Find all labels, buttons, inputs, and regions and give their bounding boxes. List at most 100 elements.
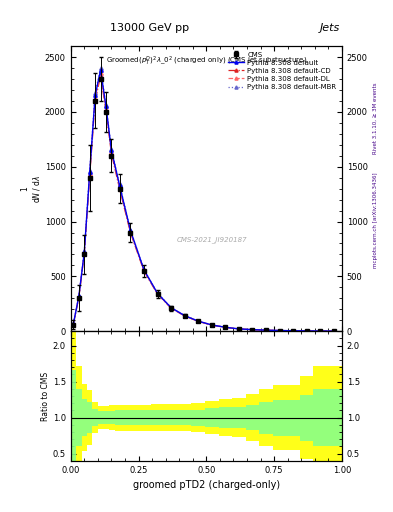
Pythia 8.308 default-MBR [117, 181, 122, 187]
Pythia 8.308 default-DL [264, 327, 268, 333]
Pythia 8.308 default [77, 293, 81, 299]
Pythia 8.308 default-DL [169, 305, 173, 311]
Pythia 8.308 default-DL [104, 105, 108, 112]
Line: Pythia 8.308 default: Pythia 8.308 default [72, 69, 336, 333]
Pythia 8.308 default [98, 67, 103, 73]
Pythia 8.308 default-MBR [98, 65, 103, 71]
Pythia 8.308 default-CD [117, 185, 122, 191]
X-axis label: groomed pTD2 (charged-only): groomed pTD2 (charged-only) [133, 480, 280, 490]
Pythia 8.308 default-DL [277, 328, 282, 334]
Pythia 8.308 default [128, 227, 133, 233]
Pythia 8.308 default [182, 312, 187, 318]
Pythia 8.308 default-CD [223, 324, 228, 330]
Pythia 8.308 default-CD [141, 268, 146, 274]
Pythia 8.308 default-MBR [318, 328, 323, 334]
Pythia 8.308 default-CD [93, 98, 97, 104]
Pythia 8.308 default [155, 290, 160, 296]
Pythia 8.308 default [104, 103, 108, 110]
Line: Pythia 8.308 default-MBR: Pythia 8.308 default-MBR [72, 66, 336, 333]
Pythia 8.308 default [82, 249, 86, 255]
Pythia 8.308 default [209, 322, 214, 328]
Pythia 8.308 default-CD [331, 328, 336, 334]
Text: 13000 GeV pp: 13000 GeV pp [110, 23, 189, 33]
Pythia 8.308 default-DL [223, 324, 228, 330]
Pythia 8.308 default-MBR [196, 318, 200, 324]
Pythia 8.308 default [93, 92, 97, 98]
Pythia 8.308 default-MBR [209, 322, 214, 328]
Pythia 8.308 default-CD [128, 229, 133, 236]
Text: Groomed$(p_T^D)^2\lambda\_0^2$ (charged only) (CMS jet substructure): Groomed$(p_T^D)^2\lambda\_0^2$ (charged … [106, 55, 307, 68]
Pythia 8.308 default [141, 267, 146, 273]
Pythia 8.308 default-DL [117, 184, 122, 190]
Pythia 8.308 default-MBR [250, 327, 255, 333]
Text: mcplots.cern.ch [arXiv:1306.3436]: mcplots.cern.ch [arXiv:1306.3436] [373, 173, 378, 268]
Pythia 8.308 default-MBR [93, 90, 97, 96]
Pythia 8.308 default [71, 321, 76, 327]
Legend: CMS, Pythia 8.308 default, Pythia 8.308 default-CD, Pythia 8.308 default-DL, Pyt: CMS, Pythia 8.308 default, Pythia 8.308 … [226, 50, 338, 92]
Y-axis label: Ratio to CMS: Ratio to CMS [41, 371, 50, 420]
Pythia 8.308 default-CD [71, 321, 76, 327]
Pythia 8.308 default-MBR [71, 321, 76, 327]
Pythia 8.308 default-MBR [291, 328, 296, 334]
Pythia 8.308 default-MBR [169, 305, 173, 311]
Pythia 8.308 default-DL [250, 327, 255, 333]
Pythia 8.308 default-CD [87, 173, 92, 179]
Pythia 8.308 default [87, 169, 92, 175]
Pythia 8.308 default [331, 328, 336, 334]
Pythia 8.308 default-DL [196, 318, 200, 324]
Pythia 8.308 default-CD [77, 294, 81, 300]
Pythia 8.308 default-CD [209, 322, 214, 328]
Pythia 8.308 default-CD [250, 327, 255, 333]
Pythia 8.308 default-DL [209, 322, 214, 328]
Pythia 8.308 default-MBR [331, 328, 336, 334]
Pythia 8.308 default-MBR [304, 328, 309, 334]
Pythia 8.308 default-CD [318, 328, 323, 334]
Pythia 8.308 default-DL [155, 291, 160, 297]
Pythia 8.308 default-CD [155, 291, 160, 297]
Pythia 8.308 default-MBR [104, 102, 108, 109]
Pythia 8.308 default-DL [93, 95, 97, 101]
Pythia 8.308 default-MBR [155, 290, 160, 296]
Pythia 8.308 default-CD [196, 318, 200, 325]
Pythia 8.308 default [223, 324, 228, 330]
Pythia 8.308 default-DL [77, 293, 81, 300]
Pythia 8.308 default-DL [291, 328, 296, 334]
Pythia 8.308 default-DL [331, 328, 336, 334]
Pythia 8.308 default-MBR [82, 248, 86, 254]
Pythia 8.308 default [277, 328, 282, 334]
Pythia 8.308 default-MBR [223, 324, 228, 330]
Pythia 8.308 default-CD [104, 108, 108, 114]
Pythia 8.308 default [304, 328, 309, 334]
Pythia 8.308 default [318, 328, 323, 334]
Pythia 8.308 default-MBR [182, 312, 187, 318]
Pythia 8.308 default-MBR [141, 267, 146, 273]
Pythia 8.308 default-CD [98, 73, 103, 79]
Pythia 8.308 default-DL [82, 250, 86, 256]
Pythia 8.308 default-MBR [77, 292, 81, 298]
Pythia 8.308 default-DL [71, 321, 76, 327]
Pythia 8.308 default-CD [304, 328, 309, 334]
Pythia 8.308 default-CD [182, 313, 187, 319]
Text: CMS-2021_JI920187: CMS-2021_JI920187 [176, 237, 247, 243]
Pythia 8.308 default-MBR [277, 328, 282, 334]
Line: Pythia 8.308 default-DL: Pythia 8.308 default-DL [72, 71, 336, 333]
Pythia 8.308 default-CD [82, 251, 86, 257]
Text: Rivet 3.1.10, ≥ 3M events: Rivet 3.1.10, ≥ 3M events [373, 82, 378, 154]
Pythia 8.308 default-MBR [109, 146, 114, 152]
Pythia 8.308 default [117, 182, 122, 188]
Pythia 8.308 default-CD [291, 328, 296, 334]
Pythia 8.308 default-MBR [87, 167, 92, 174]
Y-axis label: 1
$\mathrm{d}N$ / $\mathrm{d}\lambda$: 1 $\mathrm{d}N$ / $\mathrm{d}\lambda$ [20, 175, 42, 203]
Pythia 8.308 default-DL [304, 328, 309, 334]
Pythia 8.308 default [237, 326, 241, 332]
Pythia 8.308 default [264, 327, 268, 333]
Pythia 8.308 default-DL [87, 171, 92, 177]
Pythia 8.308 default [109, 147, 114, 153]
Pythia 8.308 default-MBR [264, 327, 268, 333]
Pythia 8.308 default-CD [237, 326, 241, 332]
Pythia 8.308 default-MBR [237, 326, 241, 332]
Pythia 8.308 default-MBR [128, 227, 133, 233]
Pythia 8.308 default-DL [237, 326, 241, 332]
Pythia 8.308 default-CD [264, 327, 268, 333]
Pythia 8.308 default [250, 327, 255, 333]
